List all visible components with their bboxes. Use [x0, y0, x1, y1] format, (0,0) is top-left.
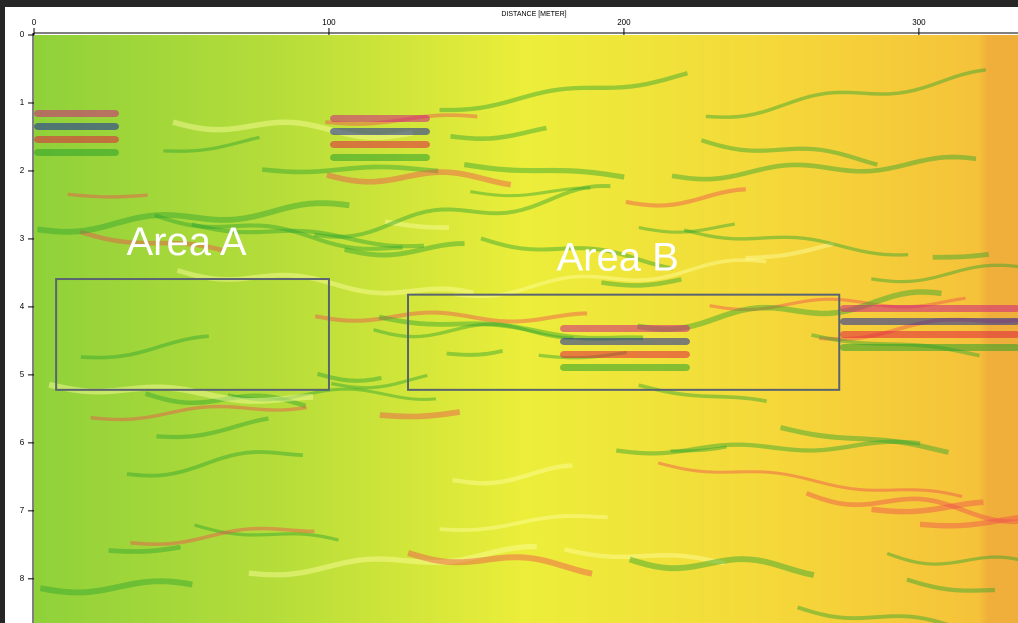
strong-reflection: [330, 154, 430, 161]
y-tick-label: 0: [20, 30, 25, 39]
y-tick-label: 8: [20, 574, 25, 583]
y-tick-label: 6: [20, 438, 25, 447]
y-tick-label: 4: [20, 302, 25, 311]
strong-reflection: [34, 110, 119, 117]
strong-reflection: [34, 136, 119, 143]
strong-reflection: [330, 128, 430, 135]
strong-reflection: [560, 338, 690, 345]
x-tick-label: 200: [617, 18, 631, 27]
y-tick-label: 2: [20, 166, 25, 175]
strong-reflection: [330, 115, 430, 122]
strong-reflection: [560, 364, 690, 371]
y-tick-label: 1: [20, 98, 25, 107]
strong-reflection: [560, 351, 690, 358]
strong-reflection: [840, 305, 1018, 312]
x-tick-label: 300: [912, 18, 926, 27]
area-label: Area B: [556, 236, 678, 280]
strong-reflection: [840, 344, 1018, 351]
strong-reflection: [840, 331, 1018, 338]
strong-reflection: [330, 141, 430, 148]
x-tick-label: 0: [32, 18, 37, 27]
y-tick-label: 5: [20, 370, 25, 379]
chart: DISTANCE [METER] 0 100 200 300 0 1 2 3 4 5 6 7 8 Area…: [0, 0, 1018, 623]
x-axis-label: DISTANCE [METER]: [501, 11, 566, 18]
strong-reflection: [34, 123, 119, 130]
strong-reflection: [34, 149, 119, 156]
page: DISTANCE [METER] 0 100 200 300 0 1 2 3 4 5 6 7 8 Area…: [0, 0, 1018, 623]
strong-reflection: [840, 318, 1018, 325]
y-tick-label: 3: [20, 234, 25, 243]
area-label: Area A: [127, 220, 247, 264]
y-tick-label: 7: [20, 506, 25, 515]
strong-reflection: [560, 325, 690, 332]
x-tick-label: 100: [322, 18, 336, 27]
